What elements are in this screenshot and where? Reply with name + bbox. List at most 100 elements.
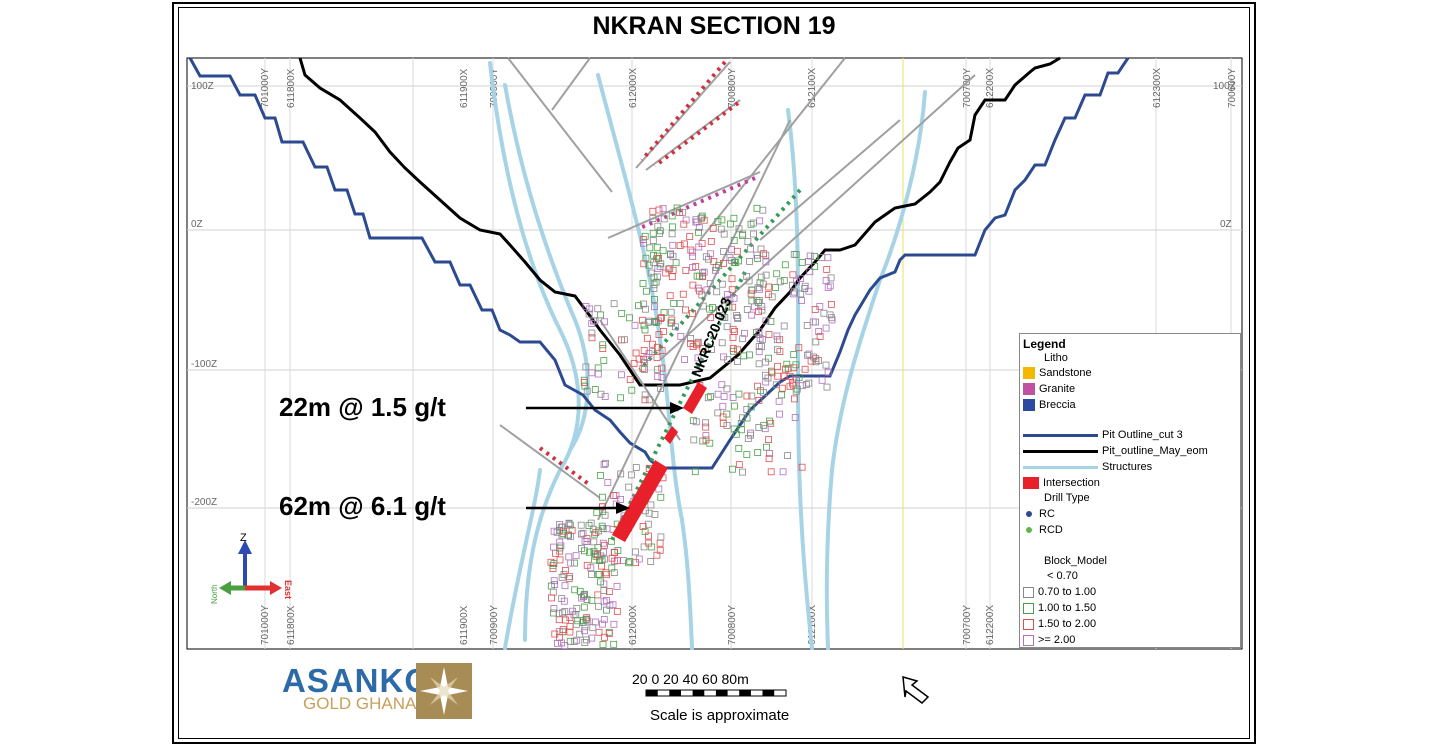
block-cell (764, 374, 772, 382)
north-arrow-icon (902, 675, 930, 704)
block-cell (666, 265, 674, 272)
block-cell (779, 468, 787, 476)
block-cell (732, 430, 740, 438)
block-cell (562, 567, 569, 574)
block-cell (584, 617, 592, 625)
block-cell (726, 254, 734, 262)
top-easting-labels: 701000Y 611800X 611900X 700900Y 612000X … (260, 68, 1238, 108)
block-cell (594, 591, 602, 599)
block-cell (643, 354, 651, 362)
block-cell (641, 396, 649, 404)
block-cell (565, 575, 573, 583)
block-cell (720, 259, 727, 267)
block-cell (815, 328, 823, 335)
svg-text:700800Y: 700800Y (727, 68, 738, 108)
block-cell (566, 521, 574, 529)
block-cell (753, 328, 760, 336)
block-cell (647, 269, 655, 277)
block-cell (798, 297, 805, 305)
block-cell (689, 310, 696, 317)
block-200-box (1023, 634, 1034, 646)
block-cell (654, 252, 661, 260)
block-cell (635, 302, 642, 310)
intersection-lower (612, 460, 668, 542)
block-cell (561, 642, 569, 649)
block-cell (581, 382, 589, 390)
block-cell (704, 394, 712, 402)
block-cell (601, 393, 609, 401)
block-cell (818, 376, 826, 384)
block-cell (635, 555, 643, 563)
block-cell (603, 571, 610, 579)
block-cell (558, 573, 566, 581)
block-cell (767, 468, 775, 476)
block-cell (747, 290, 755, 298)
block-cell (733, 247, 741, 255)
annotation-62m: 62m @ 6.1 g/t (279, 491, 446, 521)
legend-item-pit-may: Pit_outline_May_eom (1023, 445, 1208, 457)
block-cell (789, 290, 797, 298)
intersection-mid (664, 426, 678, 444)
block-cell (743, 305, 751, 313)
block-cell (755, 396, 763, 404)
block-cell (786, 382, 794, 390)
block-cell (812, 358, 820, 366)
block-cell (651, 510, 659, 518)
block-cell (790, 351, 798, 358)
svg-text:612100X: 612100X (807, 68, 818, 108)
block-cell (705, 255, 712, 263)
svg-text:612000X: 612000X (628, 605, 639, 645)
block-cell (645, 396, 653, 404)
block-cell (748, 286, 756, 294)
block-cell (608, 564, 616, 572)
block-cell (824, 284, 832, 292)
block-cell (818, 253, 826, 261)
block-cell (599, 641, 607, 648)
block-cell (595, 628, 603, 636)
pit-cut3-line (1023, 433, 1098, 437)
block-cell (628, 471, 635, 479)
legend-item-sandstone: Sandstone (1023, 367, 1092, 379)
map-panel-border (186, 57, 1243, 650)
block-cell (753, 204, 761, 212)
block-cell (625, 559, 632, 567)
block-cell (566, 573, 574, 580)
block-cell (743, 272, 751, 280)
block-cell (654, 373, 662, 381)
block-cell (654, 222, 662, 230)
map-title: NKRAN SECTION 19 (592, 12, 836, 40)
block-cell (762, 251, 770, 259)
block-cell (571, 586, 579, 594)
block-cell (657, 493, 665, 501)
svg-text:612000X: 612000X (628, 68, 639, 108)
block-cell (654, 366, 661, 373)
svg-text:700600Y: 700600Y (1227, 68, 1238, 108)
block-cell (603, 597, 610, 604)
block-cell (762, 271, 770, 279)
block-cell (682, 267, 690, 275)
block-cell (723, 385, 731, 393)
block-cell (632, 349, 640, 357)
block-cell (653, 353, 661, 361)
block-cell (603, 606, 610, 614)
block-cell (798, 259, 806, 266)
block-cell (765, 436, 772, 444)
block-cell (598, 556, 606, 564)
block-cell (632, 464, 640, 472)
elev-label-right-0: 0Z (1220, 219, 1232, 230)
axis-east-label: East (283, 580, 293, 599)
block-cell (565, 553, 573, 561)
block-cell (590, 547, 598, 555)
block-cell (657, 385, 664, 392)
block-cell (677, 332, 685, 340)
elev-label-minus200: -200Z (191, 497, 217, 508)
elev-label-right-100: 100Z (1213, 81, 1236, 92)
block-cell (669, 252, 677, 260)
block-cell (608, 537, 615, 545)
block-cell (588, 334, 596, 342)
block-cell (676, 299, 684, 307)
block-cell (741, 329, 748, 337)
block-cell (657, 315, 664, 323)
block-cell (610, 620, 618, 628)
block-cell (790, 250, 798, 258)
